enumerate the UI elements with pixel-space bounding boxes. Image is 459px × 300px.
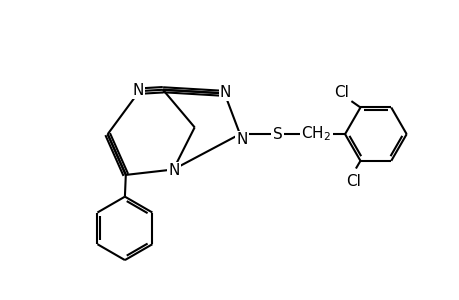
Text: Cl: Cl xyxy=(346,174,360,189)
Text: N: N xyxy=(236,132,247,147)
Text: N: N xyxy=(133,83,144,98)
Text: N: N xyxy=(168,163,179,178)
Text: N: N xyxy=(219,85,231,100)
Text: Cl: Cl xyxy=(333,85,348,100)
Text: S: S xyxy=(272,127,282,142)
Text: CH$_2$: CH$_2$ xyxy=(301,125,330,143)
